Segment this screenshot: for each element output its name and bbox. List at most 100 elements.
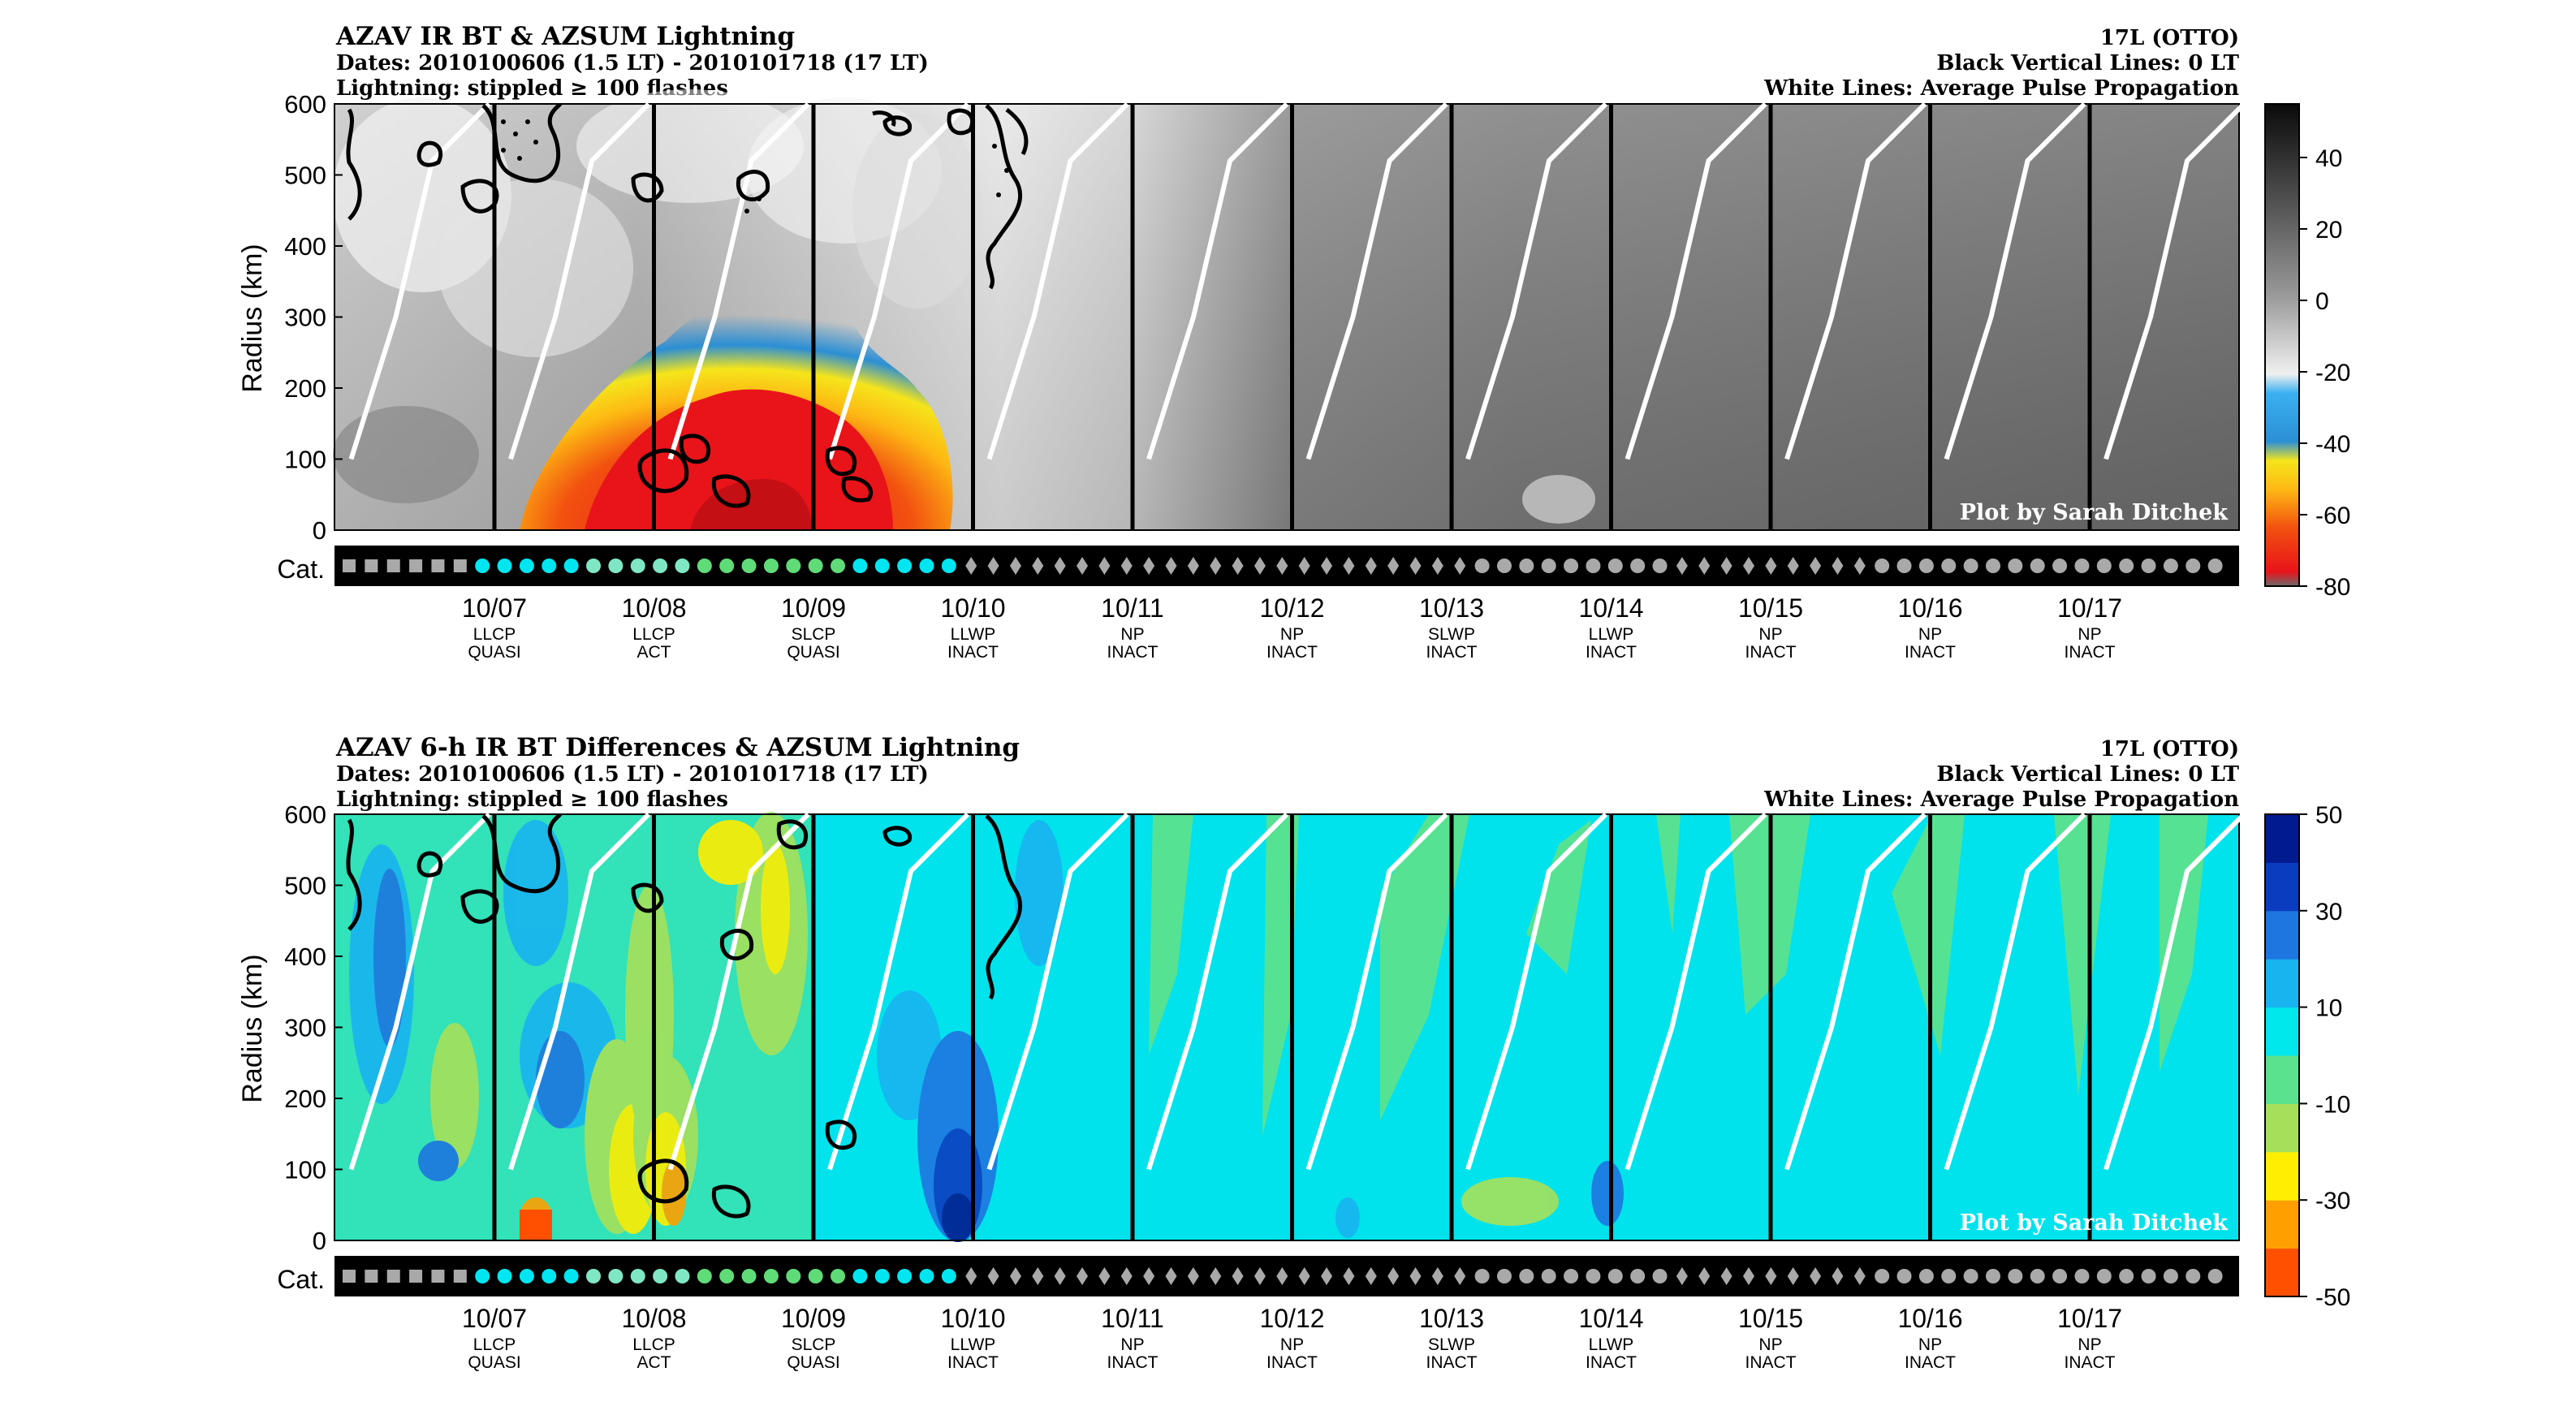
category-marker (1941, 1269, 1957, 1283)
category-marker (2207, 1269, 2223, 1283)
category-marker (1409, 1267, 1422, 1285)
category-marker (1607, 1269, 1623, 1283)
x-sub-label: INACT (1107, 643, 1159, 662)
category-marker (1496, 559, 1512, 573)
panel2-colorbar-ticks: 50 30 10 -10 -30 -50 (2299, 802, 2350, 1311)
category-marker (1409, 557, 1422, 575)
x-sub-label: SLWP (1428, 1335, 1475, 1354)
colorbar-tick-label: 40 (2315, 145, 2342, 172)
propagation-line (348, 101, 491, 460)
panel1-colorbar (2264, 103, 2300, 587)
category-marker (741, 559, 757, 573)
x-sub-label: LLWP (1589, 1335, 1634, 1354)
x-sub-label: LLWP (951, 1335, 996, 1354)
category-marker (431, 1270, 445, 1283)
x-sub-label: ACT (637, 1353, 671, 1372)
category-marker (941, 559, 956, 573)
x-tick-label: 10/16 (1897, 593, 1962, 623)
category-marker (1143, 557, 1155, 575)
category-marker (786, 559, 801, 573)
y-tick-label: 100 (284, 1156, 326, 1184)
category-marker (1810, 557, 1822, 575)
category-marker (741, 1269, 757, 1283)
category-marker (2096, 559, 2112, 573)
propagation-line (2104, 812, 2246, 1171)
category-marker (1054, 1267, 1066, 1285)
category-marker (2052, 1269, 2068, 1283)
propagation-line (667, 101, 810, 460)
category-marker (874, 559, 890, 573)
colorbar-tick-label: 20 (2315, 217, 2342, 244)
category-marker (1541, 1269, 1556, 1283)
x-sub-label: LLCP (473, 625, 516, 644)
category-marker (965, 1267, 977, 1285)
x-sub-label: INACT (2065, 1353, 2116, 1372)
panel1-title: AZAV IR BT & AZSUM Lightning (335, 22, 795, 51)
propagation-line (348, 812, 491, 1171)
category-marker (1009, 557, 1021, 575)
category-marker (519, 559, 534, 573)
panel2-cat-markers (343, 1267, 2223, 1285)
category-marker (1343, 1267, 1355, 1285)
category-marker (1032, 1267, 1044, 1285)
category-marker (1032, 557, 1044, 575)
category-marker (2030, 559, 2045, 573)
category-marker (874, 1269, 890, 1283)
category-marker (1098, 1267, 1111, 1285)
category-marker (1253, 1267, 1266, 1285)
x-tick-label: 10/07 (462, 593, 527, 623)
category-marker (386, 559, 400, 572)
category-marker (1187, 557, 1199, 575)
x-sub-label: LLCP (632, 1335, 675, 1354)
category-marker (1474, 1269, 1490, 1283)
category-marker (453, 559, 467, 572)
category-marker (808, 559, 823, 573)
category-marker (1253, 557, 1266, 575)
x-sub-label: INACT (1745, 643, 1797, 662)
y-tick-label: 400 (284, 232, 326, 261)
propagation-line (1465, 812, 1608, 1171)
category-marker (1896, 1269, 1912, 1283)
panel-1: AZAV IR BT & AZSUM Lightning Dates: 2010… (237, 22, 2350, 662)
category-marker (675, 1269, 690, 1283)
panel1-propagation-lines (348, 101, 2246, 460)
category-marker (1077, 1267, 1089, 1285)
category-marker (630, 559, 645, 573)
category-marker (1054, 557, 1066, 575)
colorbar-segment (2265, 862, 2299, 912)
colorbar-segment (2265, 1200, 2299, 1249)
colorbar-tick-label: -10 (2315, 1091, 2350, 1118)
panel2-black-lines-note: Black Vertical Lines: 0 LT (1936, 762, 2239, 787)
y-tick-label: 200 (284, 1085, 326, 1113)
category-marker (1985, 1269, 2000, 1283)
x-sub-label: INACT (1426, 1353, 1478, 1372)
category-marker (2163, 559, 2178, 573)
category-marker (1765, 1267, 1777, 1285)
category-marker (2119, 1269, 2134, 1283)
x-tick-label: 10/08 (621, 1304, 686, 1333)
category-marker (2186, 559, 2201, 573)
category-marker (1519, 559, 1534, 573)
category-marker (1365, 1267, 1377, 1285)
x-sub-label: INACT (1586, 643, 1637, 662)
category-marker (1519, 1269, 1534, 1283)
category-marker (608, 1269, 624, 1283)
colorbar-frame (2264, 813, 2300, 1297)
category-marker (365, 559, 378, 572)
category-marker (2052, 559, 2068, 573)
colorbar-segment (2265, 1007, 2299, 1056)
category-marker (1676, 557, 1688, 575)
category-marker (1586, 1269, 1601, 1283)
category-marker (1474, 559, 1490, 573)
category-marker (2141, 1269, 2156, 1283)
category-marker (1742, 557, 1754, 575)
propagation-line (827, 101, 970, 460)
x-tick-label: 10/17 (2057, 1304, 2122, 1333)
category-marker (831, 1269, 846, 1283)
category-marker (1607, 559, 1623, 573)
x-sub-label: NP (1280, 625, 1304, 644)
x-tick-label: 10/10 (940, 593, 1005, 623)
propagation-line (1465, 101, 1608, 460)
category-marker (2074, 1269, 2090, 1283)
category-marker (1853, 1267, 1866, 1285)
